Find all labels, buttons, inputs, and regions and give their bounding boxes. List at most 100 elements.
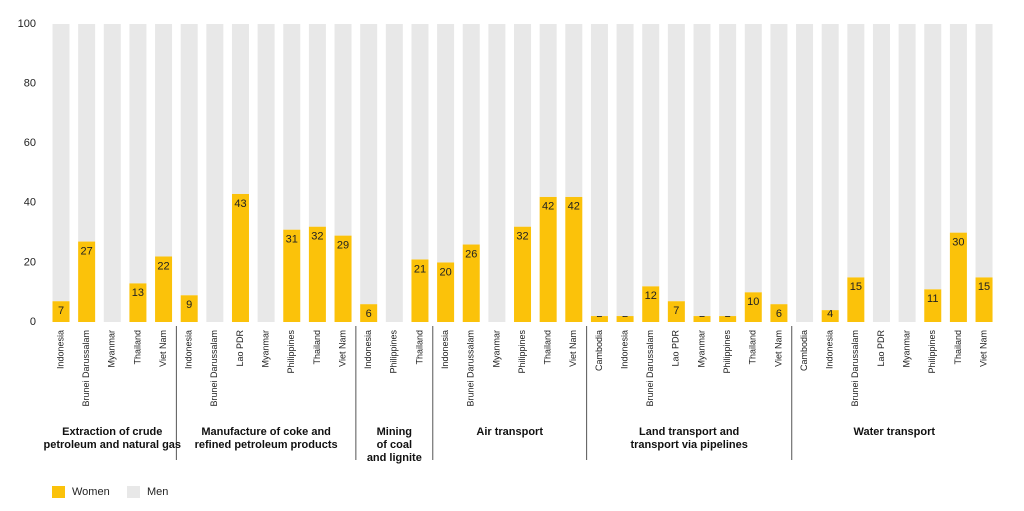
value-label: 9	[186, 299, 192, 311]
bar-segment	[283, 229, 301, 322]
value-label: 11	[927, 293, 938, 305]
bar-segment	[129, 24, 147, 284]
bar-segment	[52, 301, 70, 322]
bar-segment	[693, 316, 711, 322]
x-tick-label: Lao PDR	[671, 330, 681, 367]
x-tick-label: Myanmar	[696, 330, 706, 368]
value-label: 13	[132, 287, 144, 299]
y-tick-label: 20	[24, 256, 36, 268]
value-label: 30	[952, 237, 964, 249]
x-tick-label: Thailand	[132, 330, 142, 365]
x-tick-label: Brunei Darussalam	[645, 330, 655, 407]
bar-segment	[975, 24, 993, 278]
x-tick-label: Myanmar	[260, 330, 270, 368]
bar-segment	[539, 196, 557, 322]
x-tick-label: Philippines	[389, 330, 399, 374]
bar-segment	[898, 24, 916, 322]
value-label: 4	[827, 308, 833, 320]
value-label: 15	[978, 281, 990, 293]
bar-segment	[821, 24, 839, 311]
value-label: 6	[366, 308, 372, 320]
x-tick-label: Indonesia	[55, 330, 65, 369]
y-tick-label: 0	[30, 316, 36, 328]
bar-segment	[719, 24, 737, 317]
group-label: Manufacture of coke and refined petroleu…	[194, 426, 338, 451]
x-tick-label: Indonesia	[825, 330, 835, 369]
value-label: 29	[337, 239, 349, 251]
bar-segment	[257, 24, 275, 322]
bar-segment	[103, 24, 121, 322]
x-tick-label: Cambodia	[799, 330, 809, 371]
x-tick-label: Philippines	[927, 330, 937, 374]
y-tick-label: 40	[24, 197, 36, 209]
bar-segment	[821, 310, 839, 322]
value-label: 21	[414, 263, 426, 275]
bar-segment	[462, 24, 480, 245]
x-tick-label: Indonesia	[440, 330, 450, 369]
bar-segment	[437, 24, 455, 263]
y-tick-label: 100	[18, 18, 36, 30]
bar-segment	[975, 277, 993, 322]
bar-segment	[78, 241, 96, 322]
bar-segment	[796, 24, 814, 322]
x-tick-label: Thailand	[543, 330, 553, 365]
legend-swatch	[127, 486, 140, 498]
bar-segment	[872, 24, 890, 322]
bar-segment	[360, 24, 378, 305]
bar-segment	[847, 277, 865, 322]
x-tick-label: Viet Nam	[773, 330, 783, 367]
legend-label: Women	[72, 486, 110, 498]
x-tick-label: Philippines	[286, 330, 296, 374]
x-tick-label: Brunei Darussalam	[209, 330, 219, 407]
bar-segment	[590, 316, 608, 322]
bar-segment	[462, 244, 480, 322]
bar-segment	[744, 292, 762, 322]
x-tick-label: Viet Nam	[568, 330, 578, 367]
bar-segment	[180, 295, 198, 322]
bar-segment	[924, 24, 942, 290]
value-label: 32	[311, 231, 323, 243]
bar-segment	[616, 24, 634, 317]
x-tick-label: Thailand	[953, 330, 963, 365]
bar-segment	[308, 226, 326, 322]
x-tick-label: Thailand	[748, 330, 758, 365]
bar-segment	[411, 24, 429, 260]
bar-segment	[847, 24, 865, 278]
bar-segment	[231, 24, 249, 194]
group-label: Water transport	[853, 426, 936, 438]
value-label: 12	[645, 290, 657, 302]
bar-segment	[334, 24, 352, 236]
x-tick-label: Brunei Darussalam	[850, 330, 860, 407]
x-tick-label: Philippines	[722, 330, 732, 374]
x-tick-label: Thailand	[312, 330, 322, 365]
group-label: Mining of coal and lignite	[366, 426, 422, 464]
value-label: 10	[747, 296, 759, 308]
x-tick-label: Viet Nam	[978, 330, 988, 367]
bar-segment	[949, 24, 967, 233]
bar-segment	[667, 301, 685, 322]
x-tick-label: Viet Nam	[337, 330, 347, 367]
value-label: 32	[516, 231, 528, 243]
legend-swatch	[52, 486, 65, 498]
bar-segment	[155, 256, 173, 322]
bar-segment	[539, 24, 557, 197]
value-label: 6	[776, 308, 782, 320]
group-label: Land transport and transport via pipelin…	[630, 426, 748, 451]
bar-segment	[514, 226, 532, 322]
value-label: 7	[673, 305, 679, 317]
bar-segment	[411, 259, 429, 322]
bar-segment	[308, 24, 326, 227]
bar-segment	[770, 304, 788, 322]
x-tick-label: Cambodia	[594, 330, 604, 371]
value-label: 43	[234, 198, 246, 210]
value-label: 20	[439, 266, 451, 278]
x-tick-label: Lao PDR	[876, 330, 886, 367]
x-tick-label: Indonesia	[619, 330, 629, 369]
bar-segment	[693, 24, 711, 317]
value-label: 27	[81, 245, 93, 257]
bar-segment	[334, 235, 352, 322]
bar-segment	[129, 283, 147, 322]
x-tick-label: Indonesia	[363, 330, 373, 369]
